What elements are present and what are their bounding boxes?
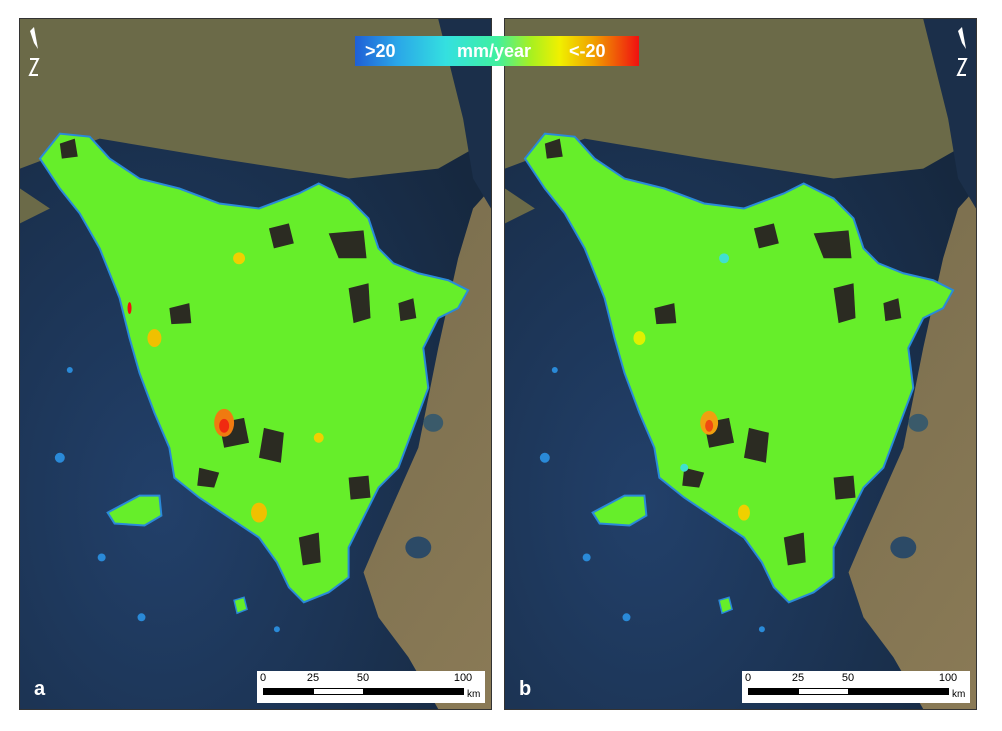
- no-data-patch: [169, 303, 192, 325]
- subsidence-hotspot: [127, 302, 132, 315]
- subsidence-hotspot: [633, 331, 646, 346]
- uplift-spot: [680, 463, 689, 472]
- subsidence-hotspot: [313, 432, 324, 443]
- no-data-patch: [682, 467, 705, 488]
- scale-bar: 0 25 50 100 km: [257, 671, 485, 703]
- liguria-coast: [20, 188, 50, 224]
- map-panel-b: b 0 25 50 100 km: [504, 18, 977, 710]
- mainland-east: [505, 19, 976, 709]
- scale-tick: 0: [259, 672, 267, 684]
- no-data-patch: [883, 298, 902, 322]
- scale-tick: 100: [938, 672, 958, 684]
- scale-tick: 25: [306, 672, 320, 684]
- island-giglio: [233, 596, 248, 615]
- north-arrow-icon: [28, 27, 40, 76]
- island-giannutri: [758, 626, 765, 633]
- north-arrow-icon: [956, 27, 968, 76]
- scale-tick: 0: [744, 672, 752, 684]
- no-data-patch: [328, 230, 367, 259]
- lake-bolsena: [890, 536, 917, 559]
- no-data-patch: [833, 475, 856, 500]
- legend-min-label: >20: [365, 41, 396, 61]
- subsidence-hotspot: [233, 252, 246, 265]
- no-data-patch: [654, 303, 677, 325]
- no-data-patch: [298, 532, 321, 566]
- no-data-patch: [348, 475, 371, 500]
- island-capraia: [539, 452, 550, 463]
- panel-label: b: [519, 678, 532, 700]
- scale-segment: [748, 688, 799, 695]
- island-pianosa: [582, 553, 591, 562]
- no-data-patch: [813, 230, 852, 259]
- no-data-patch: [59, 138, 78, 159]
- subsidence-core: [705, 419, 714, 432]
- scale-segment: [263, 688, 314, 695]
- panel-label: a: [34, 678, 46, 700]
- mainland-east: [20, 19, 491, 709]
- legend-max-label: <-20: [569, 41, 606, 61]
- subsidence-hotspot: [251, 502, 267, 523]
- no-data-patch: [753, 223, 779, 249]
- no-data-patch: [258, 427, 284, 463]
- satellite-basemap: [505, 19, 976, 709]
- scale-tick: 25: [791, 672, 805, 684]
- scale-tick: 100: [453, 672, 473, 684]
- island-capraia: [54, 452, 65, 463]
- lake-trasimeno: [423, 413, 444, 432]
- subsidence-hotspot: [738, 504, 750, 521]
- subsidence-hotspot: [147, 329, 162, 348]
- island-gorgona: [551, 366, 558, 373]
- scale-tick: 50: [356, 672, 370, 684]
- satellite-basemap: [20, 19, 491, 709]
- map-panel-a: a 0 25 50 100 km: [19, 18, 492, 710]
- no-data-patch: [743, 427, 769, 463]
- island-giglio: [718, 596, 733, 615]
- no-data-patch: [544, 138, 563, 159]
- scale-segment: [313, 688, 364, 695]
- island-gorgona: [66, 366, 73, 373]
- lake-trasimeno: [908, 413, 929, 432]
- no-data-patch: [348, 283, 371, 324]
- scale-bar: 0 25 50 100 km: [742, 671, 970, 703]
- no-data-patch: [398, 298, 417, 322]
- subsidence-core: [219, 418, 230, 433]
- adriatic-sea: [438, 19, 491, 209]
- scale-unit: km: [952, 689, 966, 700]
- island-montecristo: [622, 613, 631, 622]
- scale-unit: km: [467, 689, 481, 700]
- elba-island: [591, 494, 648, 527]
- island-giannutri: [273, 626, 280, 633]
- uplift-spot: [719, 253, 730, 264]
- scale-tick: 50: [841, 672, 855, 684]
- lake-bolsena: [405, 536, 432, 559]
- scale-segment: [363, 688, 464, 695]
- no-data-patch: [833, 283, 856, 324]
- scale-segment: [798, 688, 849, 695]
- legend-unit-label: mm/year: [457, 41, 532, 61]
- no-data-patch: [783, 532, 806, 566]
- island-pianosa: [97, 553, 106, 562]
- liguria-coast: [505, 188, 535, 224]
- elba-island: [106, 494, 163, 527]
- velocity-color-legend: >20 mm/year <-20: [355, 36, 639, 66]
- scale-segment: [848, 688, 949, 695]
- island-montecristo: [137, 613, 146, 622]
- no-data-patch: [268, 223, 294, 249]
- no-data-patch: [197, 467, 220, 488]
